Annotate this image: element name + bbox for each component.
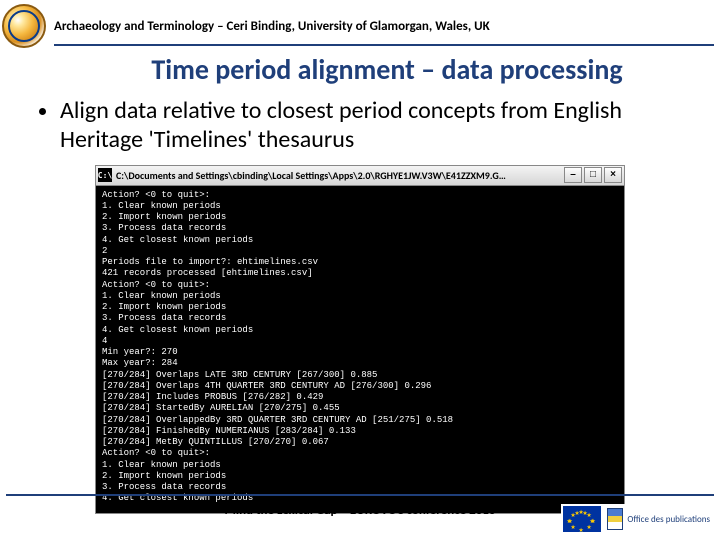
maximize-button[interactable]: □: [584, 167, 602, 183]
header-bar: Archaeology and Terminology – Ceri Bindi…: [0, 0, 720, 50]
close-button[interactable]: ×: [604, 167, 622, 183]
bullet-list: Align data relative to closest period co…: [60, 97, 690, 155]
header-text: Archaeology and Terminology – Ceri Bindi…: [54, 19, 490, 34]
console-title-text: C:\Documents and Settings\cbinding\Local…: [116, 169, 564, 182]
cmd-icon: C:\: [98, 168, 112, 182]
minimize-button[interactable]: –: [564, 167, 582, 183]
bullet-item: Align data relative to closest period co…: [60, 97, 690, 155]
console-titlebar: C:\ C:\Documents and Settings\cbinding\L…: [95, 165, 625, 185]
slide-title: Time period alignment – data processing: [0, 52, 720, 87]
footer-logos: Office des publications: [561, 504, 712, 534]
window-buttons: – □ ×: [564, 167, 622, 183]
publications-office-logo: Office des publications: [607, 508, 710, 530]
publications-office-label: Office des publications: [627, 515, 710, 524]
header-divider: [54, 44, 714, 46]
university-logo-icon: [2, 4, 46, 48]
console-body: Action? <0 to quit>: 1. Clear known peri…: [95, 185, 625, 514]
publications-office-icon: [607, 508, 623, 530]
footer-divider: [6, 494, 714, 496]
console-window: C:\ C:\Documents and Settings\cbinding\L…: [95, 165, 625, 514]
eu-flag-icon: [563, 506, 601, 532]
